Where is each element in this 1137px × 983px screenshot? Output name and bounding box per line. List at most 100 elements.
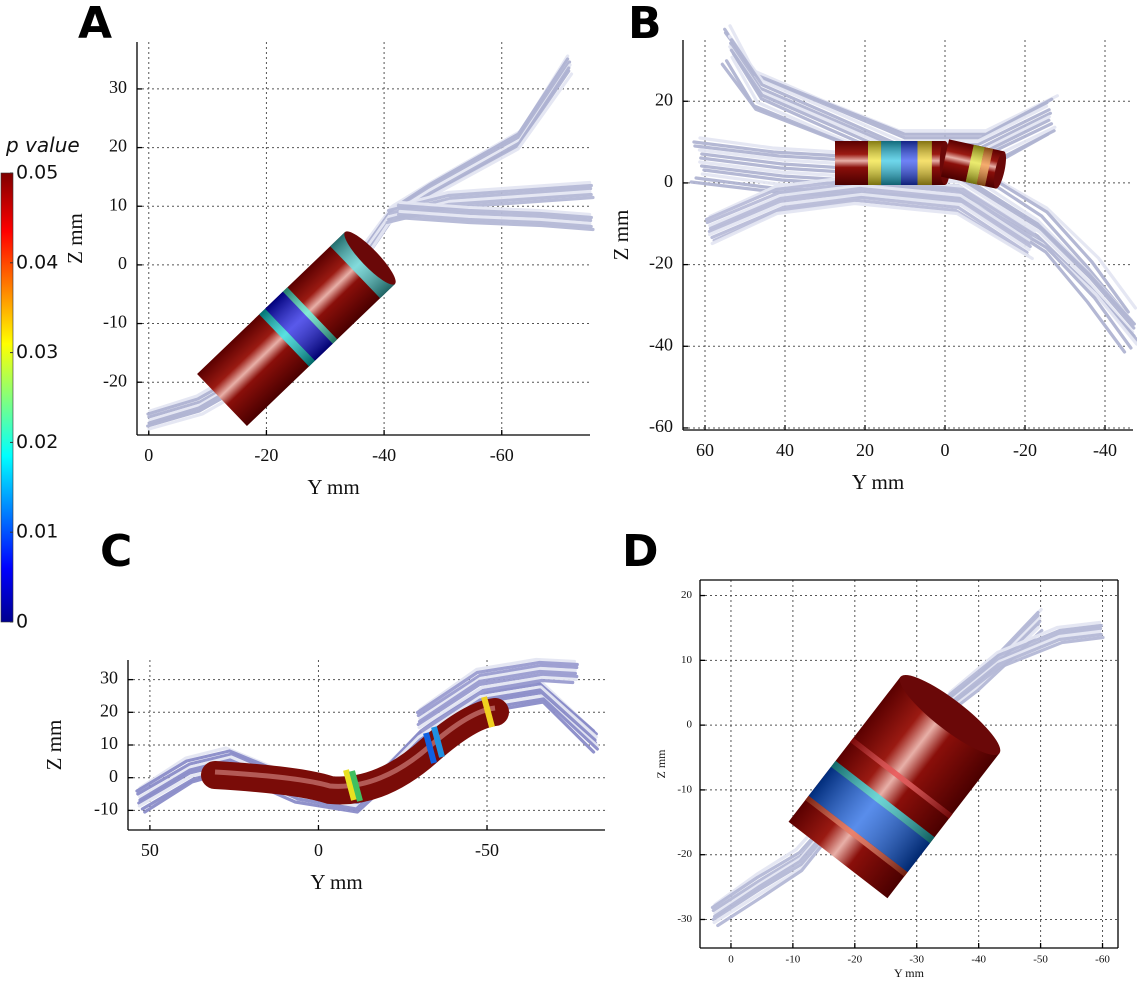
y-tick-label: -30 [677,913,692,925]
rendering [710,607,1105,928]
band-shade [901,141,918,185]
colorbar-tick-label: 0.03 [16,341,58,363]
fiber [947,632,1103,707]
fiber [397,212,593,229]
x-tick-label: -20 [847,954,862,966]
colorbar-title: p value [5,133,80,157]
x-tick-label: 40 [776,440,794,460]
fiber [148,54,570,413]
band [343,769,357,801]
fiber [707,189,1032,249]
fiber [723,27,1054,136]
y-tick-label: 20 [109,136,127,156]
x-tick-label: -20 [254,445,278,465]
x-tick-label: -50 [475,840,499,860]
fiber [396,203,593,220]
fiber [398,209,592,226]
fiber [398,200,592,217]
y-axis-label: Z mm [609,210,633,261]
x-tick-label: 0 [314,840,323,860]
fiber [947,626,1103,701]
fiber [416,672,579,727]
band-shade [831,760,935,844]
band-shade [265,291,333,361]
rendering [135,657,599,814]
x-tick-label: 50 [141,840,159,860]
band-shade [330,232,395,299]
y-tick-label: 10 [100,733,118,753]
y-tick-label: 30 [109,77,127,97]
colorbar-tick-label: 0 [16,611,28,633]
x-tick-label: 20 [856,440,874,460]
y-tick-label: -60 [649,416,673,436]
rendering [689,24,1137,354]
band-shade [850,737,953,819]
x-tick-label: 0 [728,954,734,966]
y-tick-label: -10 [103,312,127,332]
fiber [421,678,575,733]
band [481,696,495,728]
fiber [710,201,1034,261]
fiber [418,657,577,712]
fiber [729,38,1051,147]
cylinder [788,674,1001,899]
x-tick-label: -50 [1033,954,1048,966]
band-shade [259,308,316,367]
cylinder-cap [993,151,1007,189]
fiber [415,660,579,715]
fiber [418,666,577,721]
colorbar-tick-label: 0.02 [16,431,58,453]
y-tick-label: 30 [100,668,118,688]
fiber [708,183,1031,243]
fiber [417,675,578,730]
y-tick-label: 20 [681,589,693,601]
y-axis-label: Z mm [42,720,66,771]
band [431,726,445,758]
x-axis-label: Y mm [310,870,362,894]
y-tick-label: 20 [100,700,118,720]
y-tick-label: 10 [681,654,693,666]
x-tick-label: -40 [971,954,986,966]
panel-label: B [628,0,662,49]
panel-label: C [100,526,132,577]
x-tick-label: -40 [1093,440,1117,460]
x-tick-label: 0 [144,445,153,465]
x-tick-label: -30 [909,954,924,966]
rendering [146,54,595,431]
fiber [416,663,579,718]
y-tick-label: -20 [103,370,127,390]
band [423,732,437,764]
x-axis-label: Y mm [852,470,904,494]
y-tick-label: 0 [687,719,693,731]
fiber [710,195,1029,255]
band-shade [917,141,932,185]
fiber [945,635,1105,710]
colorbar [0,172,14,623]
x-axis-label: Y mm [307,475,359,499]
band [349,770,363,802]
fiber [395,215,595,232]
band-shade [881,141,901,185]
x-tick-label: -60 [1095,954,1110,966]
fiber [729,41,1052,150]
fiber [946,623,1103,698]
band-shade [868,141,882,185]
band-shade [282,287,338,344]
cylinder-cap [344,231,396,285]
fiber [698,160,1135,334]
y-tick-label: 10 [109,194,127,214]
cylinder-cap [899,674,1001,756]
y-tick-label: 0 [664,171,673,191]
band-shade [808,766,931,873]
fiber [727,34,1049,143]
band-shade [976,147,994,187]
y-tick-label: 0 [118,253,127,273]
fiber [708,186,1032,246]
cylinder [940,139,1007,189]
panel-label: A [78,0,112,49]
tube [201,698,509,805]
x-tick-label: -40 [372,445,396,465]
y-axis-label: Z mm [654,749,668,779]
cylinder-body [788,676,1000,899]
